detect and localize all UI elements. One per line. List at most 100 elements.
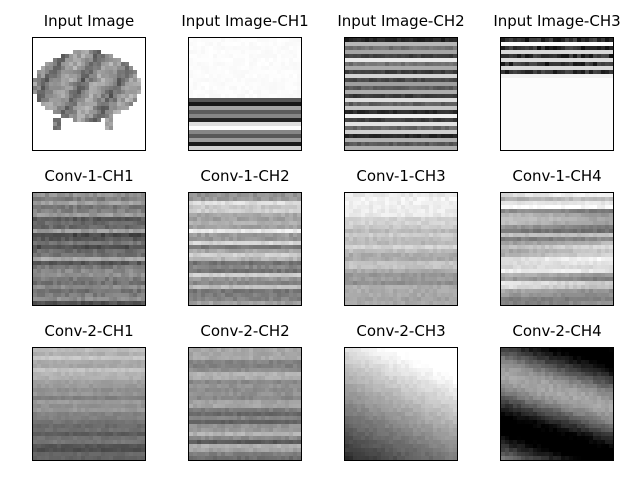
pixel-cell xyxy=(261,58,266,63)
pixel-cell xyxy=(285,245,290,250)
pixel-cell xyxy=(385,86,390,91)
pixel-cell xyxy=(201,217,206,222)
pixel-cell xyxy=(441,122,446,127)
pixel-cell xyxy=(209,201,214,206)
pixel-cell xyxy=(81,146,86,150)
pixel-cell xyxy=(285,94,290,99)
pixel-cell xyxy=(129,90,134,95)
pixel-cell xyxy=(381,74,386,79)
pixel-cell xyxy=(353,110,358,115)
pixel-cell xyxy=(125,225,130,230)
pixel-cell xyxy=(397,58,402,63)
pixel-cell xyxy=(121,70,126,75)
pixel-cell xyxy=(609,54,613,59)
pixel-cell xyxy=(57,237,62,242)
pixel-cell xyxy=(397,221,402,226)
pixel-cell xyxy=(217,50,222,55)
pixel-cell xyxy=(221,126,226,131)
pixel-cell xyxy=(245,201,250,206)
pixel-cell xyxy=(413,201,418,206)
pixel-cell xyxy=(513,102,518,107)
pixel-cell xyxy=(117,301,122,305)
pixel-cell xyxy=(129,70,134,75)
pixel-cell xyxy=(253,118,258,123)
pixel-cell xyxy=(445,42,450,47)
pixel-cell xyxy=(393,46,398,51)
pixel-cell xyxy=(405,138,410,143)
pixel-cell xyxy=(377,54,382,59)
pixel-cell xyxy=(537,130,542,135)
pixel-cell xyxy=(397,70,402,75)
pixel-cell xyxy=(277,110,282,115)
pixel-cell xyxy=(49,122,54,127)
pixel-cell xyxy=(241,86,246,91)
pixel-cell xyxy=(413,217,418,222)
pixel-cell xyxy=(541,78,546,83)
pixel-cell xyxy=(229,134,234,139)
pixel-cell xyxy=(385,50,390,55)
pixel-cell xyxy=(433,90,438,95)
pixel-cell xyxy=(33,273,38,278)
pixel-cell xyxy=(553,38,558,43)
pixel-cell xyxy=(265,221,270,226)
pixel-cell xyxy=(93,225,98,230)
pixel-cell xyxy=(525,70,530,75)
pixel-cell xyxy=(393,213,398,218)
pixel-cell xyxy=(57,50,62,55)
pixel-cell xyxy=(349,213,354,218)
pixel-cell xyxy=(41,277,46,282)
pixel-cell xyxy=(273,86,278,91)
pixel-cell xyxy=(65,269,70,274)
pixel-cell xyxy=(441,138,446,143)
pixel-cell xyxy=(189,249,194,254)
pixel-cell xyxy=(61,233,66,238)
pixel-cell xyxy=(261,114,266,119)
pixel-cell xyxy=(249,142,254,147)
feature-map-image xyxy=(32,37,146,151)
pixel-cell xyxy=(37,146,42,150)
pixel-cell xyxy=(61,70,66,75)
pixel-cell xyxy=(137,78,142,83)
pixel-cell xyxy=(53,114,58,119)
pixel-cell xyxy=(77,50,82,55)
pixel-cell xyxy=(201,90,206,95)
pixel-cell xyxy=(373,82,378,87)
pixel-cell xyxy=(217,281,222,286)
pixel-cell xyxy=(197,50,202,55)
pixel-cell xyxy=(205,213,210,218)
pixel-cell xyxy=(125,122,130,127)
pixel-cell xyxy=(121,253,126,258)
pixel-cell xyxy=(249,90,254,95)
pixel-cell xyxy=(365,229,370,234)
pixel-cell xyxy=(589,74,594,79)
pixel-cell xyxy=(73,249,78,254)
pixel-cell xyxy=(49,217,54,222)
pixel-cell xyxy=(525,126,530,131)
pixel-cell xyxy=(237,221,242,226)
pixel-cell xyxy=(445,201,450,206)
pixel-cell xyxy=(89,241,94,246)
pixel-cell xyxy=(65,54,70,59)
pixel-cell xyxy=(365,130,370,135)
pixel-cell xyxy=(289,289,294,294)
pixel-cell xyxy=(225,273,230,278)
pixel-cell xyxy=(565,106,570,111)
pixel-cell xyxy=(265,281,270,286)
pixel-cell xyxy=(93,74,98,79)
pixel-cell xyxy=(65,293,70,298)
pixel-cell xyxy=(501,146,506,150)
pixel-cell xyxy=(293,249,298,254)
pixel-cell xyxy=(273,58,278,63)
pixel-cell xyxy=(517,134,522,139)
pixel-cell xyxy=(389,122,394,127)
pixel-cell xyxy=(189,225,194,230)
pixel-cell xyxy=(409,114,414,119)
pixel-cell xyxy=(393,130,398,135)
pixel-cell xyxy=(193,253,198,258)
pixel-cell xyxy=(65,245,70,250)
pixel-cell xyxy=(49,237,54,242)
pixel-cell xyxy=(57,62,62,67)
pixel-cell xyxy=(545,110,550,115)
pixel-cell xyxy=(237,265,242,270)
pixel-cell xyxy=(565,146,570,150)
